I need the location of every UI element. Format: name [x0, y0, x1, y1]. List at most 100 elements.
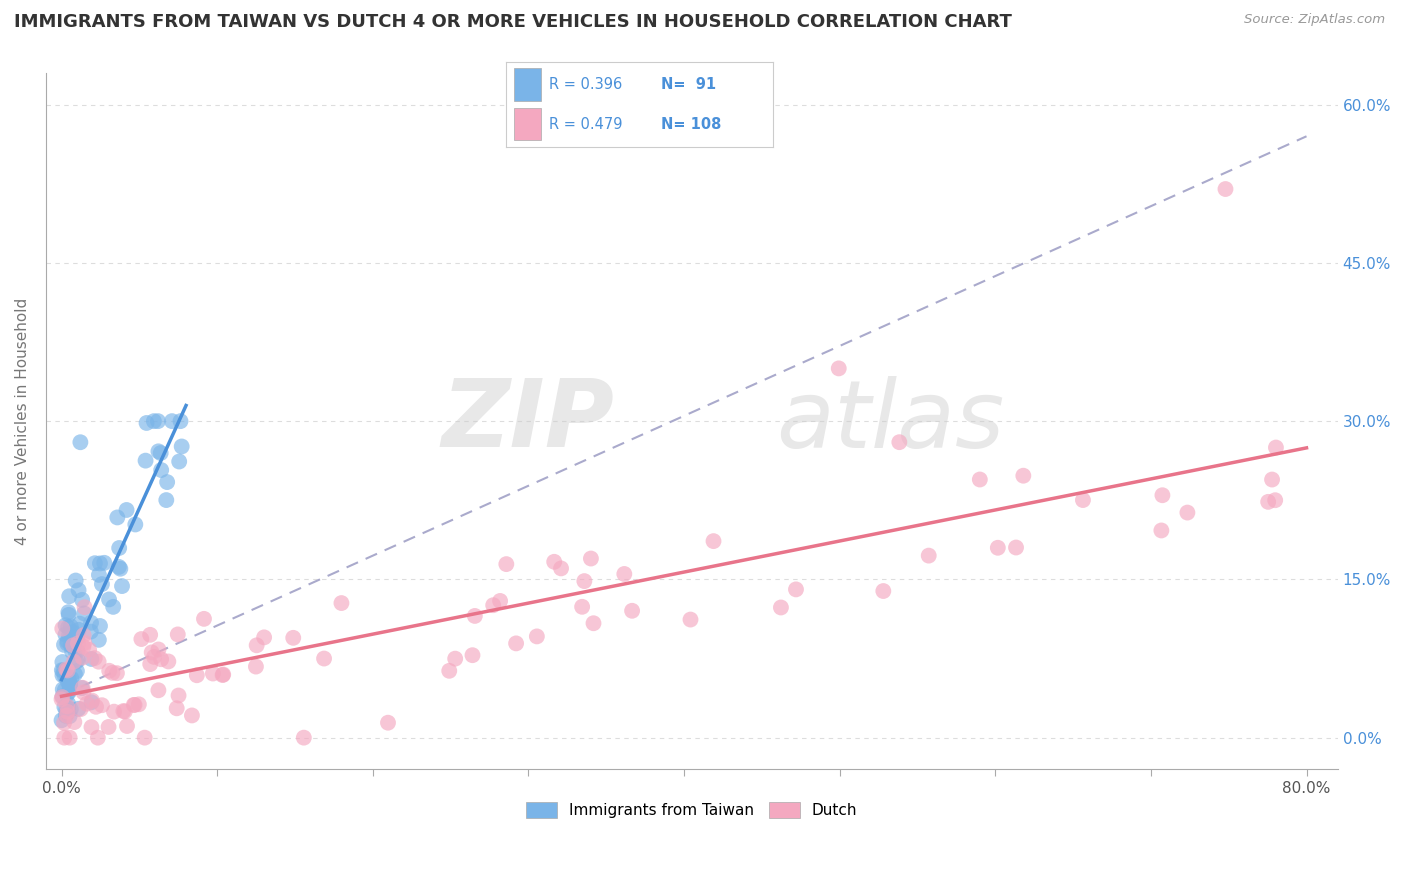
- Point: [56, 688, 79, 702]
- Point: [80, 720, 103, 734]
- Point: [134, 731, 156, 745]
- Point: [193, 612, 215, 626]
- Point: [59, 619, 82, 633]
- Point: [72, 650, 94, 665]
- Point: [292, 731, 315, 745]
- Text: R = 0.479: R = 0.479: [548, 117, 623, 132]
- Point: [55, 708, 77, 723]
- Point: [330, 596, 353, 610]
- Point: [167, 454, 190, 468]
- Point: [170, 440, 193, 454]
- Point: [62, 655, 84, 669]
- Point: [155, 493, 177, 508]
- Point: [66, 653, 89, 667]
- Point: [1177, 506, 1199, 520]
- Point: [1071, 493, 1094, 508]
- Text: R = 0.396: R = 0.396: [548, 77, 621, 92]
- Text: ZIP: ZIP: [441, 376, 614, 467]
- Point: [53, 715, 76, 730]
- Point: [63, 637, 86, 651]
- Point: [70, 593, 93, 607]
- Point: [51, 655, 73, 669]
- Point: [181, 708, 204, 723]
- Point: [139, 628, 162, 642]
- Point: [114, 705, 136, 719]
- Point: [65, 655, 87, 669]
- Point: [150, 652, 173, 666]
- Point: [66, 636, 89, 650]
- Point: [574, 574, 596, 588]
- Point: [56, 634, 79, 648]
- Bar: [515, 108, 541, 140]
- Text: atlas: atlas: [776, 376, 1004, 467]
- Point: [56, 673, 79, 688]
- Point: [482, 598, 505, 612]
- Point: [157, 655, 180, 669]
- Point: [89, 619, 111, 633]
- Point: [146, 414, 169, 428]
- Point: [67, 702, 90, 716]
- Point: [87, 655, 110, 669]
- Point: [439, 664, 461, 678]
- Point: [80, 652, 103, 666]
- Point: [495, 557, 517, 571]
- Point: [83, 651, 105, 665]
- Point: [56, 699, 79, 714]
- Point: [51, 692, 73, 706]
- Point: [59, 702, 82, 716]
- Point: [53, 638, 76, 652]
- Point: [702, 534, 724, 549]
- Point: [51, 668, 73, 682]
- Point: [101, 665, 124, 680]
- Point: [67, 623, 90, 637]
- Point: [1012, 468, 1035, 483]
- Point: [58, 697, 80, 711]
- Point: [60, 672, 83, 686]
- Point: [56, 664, 79, 678]
- Point: [69, 702, 91, 716]
- Point: [526, 629, 548, 643]
- Point: [65, 644, 87, 658]
- Point: [872, 584, 894, 599]
- Point: [51, 714, 73, 728]
- Text: Source: ZipAtlas.com: Source: ZipAtlas.com: [1244, 13, 1385, 27]
- Point: [131, 632, 153, 646]
- Point: [60, 638, 83, 652]
- Point: [55, 708, 77, 723]
- Point: [124, 517, 146, 532]
- Point: [87, 632, 110, 647]
- Point: [72, 640, 94, 654]
- Point: [51, 622, 73, 636]
- Point: [98, 592, 121, 607]
- Point: [70, 681, 93, 695]
- Point: [141, 645, 163, 659]
- Point: [143, 649, 166, 664]
- Point: [1152, 488, 1174, 502]
- Point: [679, 613, 702, 627]
- Point: [58, 670, 80, 684]
- Point: [58, 605, 80, 619]
- Point: [73, 636, 96, 650]
- Text: N=  91: N= 91: [661, 77, 716, 92]
- Point: [51, 663, 73, 677]
- Point: [461, 648, 484, 663]
- Point: [312, 651, 335, 665]
- Point: [51, 690, 73, 704]
- Point: [108, 560, 131, 574]
- Point: [89, 557, 111, 571]
- Point: [115, 719, 138, 733]
- Point: [166, 701, 188, 715]
- Point: [149, 446, 172, 460]
- Point: [73, 600, 96, 615]
- Point: [139, 657, 162, 672]
- Point: [58, 678, 80, 692]
- Point: [87, 731, 110, 745]
- Point: [66, 664, 89, 678]
- Point: [77, 642, 100, 657]
- Point: [53, 683, 76, 698]
- Point: [142, 414, 165, 428]
- Point: [169, 414, 191, 428]
- Point: [550, 561, 572, 575]
- Point: [543, 555, 565, 569]
- Point: [505, 636, 527, 650]
